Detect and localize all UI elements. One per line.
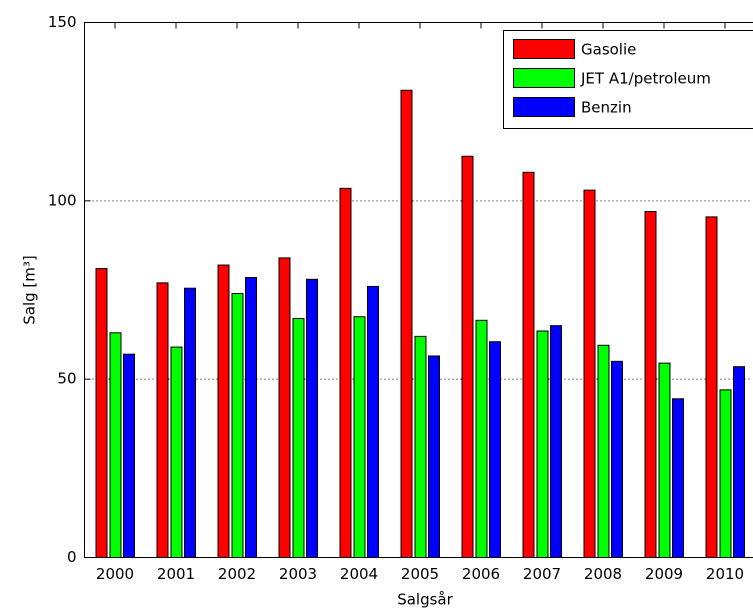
- bar: [292, 318, 305, 558]
- bar: [170, 346, 183, 559]
- bar: [428, 355, 440, 558]
- bar: [339, 187, 352, 558]
- bar: [672, 398, 684, 558]
- bar: [522, 171, 535, 559]
- bar: [658, 362, 671, 558]
- bar: [245, 277, 257, 558]
- bar: [705, 216, 718, 558]
- legend-swatch: [513, 68, 575, 88]
- bar: [475, 319, 488, 559]
- bar: [489, 341, 501, 559]
- legend-label: Gasolie: [581, 41, 636, 59]
- bar: [733, 366, 745, 558]
- y-tick-label: 100: [48, 191, 77, 209]
- bar: [400, 89, 413, 559]
- y-tick-label: 150: [48, 13, 77, 31]
- x-tick-label: 2009: [645, 565, 683, 583]
- x-axis-label: Salgsår: [397, 591, 453, 609]
- bar: [95, 268, 108, 558]
- plot-frame: [84, 22, 753, 558]
- bar: [367, 285, 379, 558]
- bar: [306, 278, 318, 558]
- bar: [184, 287, 196, 558]
- legend-swatch: [513, 39, 575, 59]
- bar: [550, 325, 562, 558]
- bar: [597, 344, 610, 558]
- bar: [611, 360, 623, 559]
- x-tick-label: 2008: [584, 565, 622, 583]
- legend-swatch: [513, 97, 575, 117]
- bar: [719, 389, 732, 558]
- x-tick-label: 2000: [96, 565, 134, 583]
- x-tick-label: 2010: [706, 565, 744, 583]
- bar: [644, 211, 657, 559]
- bar: [414, 335, 427, 558]
- x-tick-label: 2005: [401, 565, 439, 583]
- bar: [123, 353, 135, 559]
- bar: [353, 316, 366, 558]
- x-tick-label: 2007: [523, 565, 561, 583]
- bar: [109, 332, 122, 558]
- y-tick-label: 0: [67, 548, 77, 566]
- y-axis-label: Salg [m³]: [21, 255, 39, 325]
- legend-label: Benzin: [581, 99, 632, 117]
- x-tick-label: 2002: [218, 565, 256, 583]
- bar: [156, 282, 169, 558]
- x-tick-label: 2006: [462, 565, 500, 583]
- x-tick-label: 2003: [279, 565, 317, 583]
- bar: [583, 189, 596, 558]
- bar: [217, 264, 230, 558]
- bar: [461, 155, 474, 558]
- bar: [278, 257, 291, 558]
- x-tick-label: 2004: [340, 565, 378, 583]
- y-tick-label: 50: [57, 370, 76, 388]
- bar: [231, 293, 244, 558]
- x-tick-label: 2001: [157, 565, 195, 583]
- legend-label: JET A1/petroleum: [580, 70, 711, 88]
- bar: [536, 330, 549, 558]
